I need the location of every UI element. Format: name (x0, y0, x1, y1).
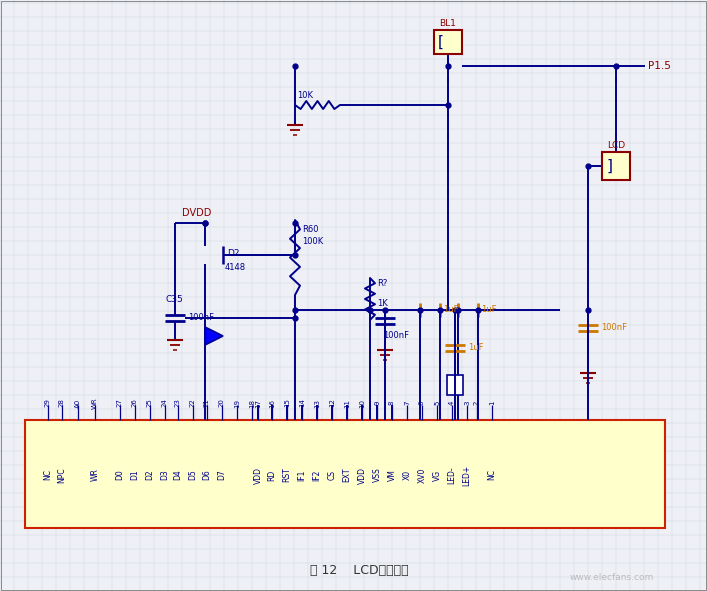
Text: LED-: LED- (448, 466, 457, 484)
Text: 16: 16 (269, 398, 275, 408)
Text: 23: 23 (175, 398, 181, 407)
Text: NC: NC (44, 469, 52, 480)
Text: 100nF: 100nF (383, 330, 409, 339)
Text: 12: 12 (329, 398, 335, 407)
Text: 10K: 10K (297, 92, 313, 100)
Text: LCD: LCD (607, 141, 625, 151)
Text: 17: 17 (255, 398, 261, 408)
Text: 13: 13 (314, 398, 320, 408)
Text: 28: 28 (59, 398, 65, 407)
Text: 1uF: 1uF (481, 306, 496, 314)
Text: 29: 29 (45, 398, 51, 407)
Text: D1: D1 (131, 470, 139, 480)
Text: 10: 10 (359, 398, 365, 408)
Text: 18: 18 (249, 398, 255, 408)
Text: 100K: 100K (302, 238, 323, 246)
Text: D4: D4 (173, 470, 182, 480)
Text: [: [ (438, 34, 444, 50)
Bar (447, 375, 463, 395)
Text: XV0: XV0 (418, 467, 426, 483)
Text: 4148: 4148 (225, 262, 246, 271)
Text: 2: 2 (474, 401, 480, 405)
Text: CS: CS (327, 470, 337, 480)
Text: LED+: LED+ (462, 465, 472, 486)
Text: WR: WR (92, 397, 98, 409)
Text: 100nF: 100nF (601, 323, 627, 333)
Text: X0: X0 (402, 470, 411, 480)
Text: 1uF: 1uF (443, 306, 459, 314)
Text: 6: 6 (419, 401, 425, 405)
Text: R60: R60 (302, 226, 318, 235)
Text: D0: D0 (115, 470, 124, 480)
Text: 9: 9 (374, 401, 380, 405)
Text: IF1: IF1 (298, 469, 307, 480)
Text: D7: D7 (218, 470, 226, 480)
Text: RD: RD (267, 469, 276, 480)
Text: D6: D6 (202, 470, 211, 480)
Text: 27: 27 (117, 398, 123, 407)
Text: 21: 21 (204, 398, 210, 407)
Text: www.elecfans.com: www.elecfans.com (570, 573, 654, 583)
Text: VDD: VDD (358, 466, 366, 483)
Polygon shape (205, 327, 223, 345)
Text: D3: D3 (160, 470, 170, 480)
Text: D2: D2 (227, 248, 240, 258)
Text: 3: 3 (464, 401, 470, 405)
Text: 14: 14 (299, 398, 305, 407)
Text: 26: 26 (132, 398, 138, 407)
Text: P1.5: P1.5 (648, 61, 671, 71)
Text: R?: R? (377, 278, 387, 287)
Text: VDD: VDD (254, 466, 262, 483)
Text: WR: WR (90, 469, 100, 482)
Text: VM: VM (387, 469, 397, 481)
Text: 11: 11 (344, 398, 350, 408)
Bar (434, 30, 462, 54)
Text: EXT: EXT (342, 467, 351, 482)
Text: 4: 4 (449, 401, 455, 405)
Text: 25: 25 (147, 398, 153, 407)
Text: IF2: IF2 (312, 469, 322, 480)
Text: 15: 15 (284, 398, 290, 407)
Text: 图 12    LCD接口电路: 图 12 LCD接口电路 (310, 563, 409, 576)
Text: 22: 22 (190, 398, 196, 407)
Text: 19: 19 (234, 398, 240, 408)
Text: ]: ] (607, 158, 613, 174)
Text: VSS: VSS (373, 467, 382, 482)
Text: 5: 5 (434, 401, 440, 405)
Text: 100nF: 100nF (188, 313, 214, 323)
Text: RST: RST (283, 467, 291, 482)
Text: VG: VG (433, 469, 441, 480)
Text: D2: D2 (146, 470, 155, 480)
Text: NC: NC (488, 469, 496, 480)
Text: 20: 20 (219, 398, 225, 407)
Text: 1: 1 (489, 401, 495, 405)
Text: 1uF: 1uF (468, 343, 484, 352)
Text: D5: D5 (189, 470, 197, 480)
Text: BL1: BL1 (440, 20, 457, 28)
Text: 8: 8 (389, 401, 395, 405)
Text: 24: 24 (162, 398, 168, 407)
Text: A0: A0 (75, 398, 81, 408)
Bar (602, 152, 630, 180)
Text: C35: C35 (165, 296, 182, 304)
Text: DVDD: DVDD (182, 208, 211, 218)
Bar (25, 420, 665, 528)
Text: NPC: NPC (57, 467, 66, 483)
Text: 1K: 1K (377, 298, 387, 307)
Text: 7: 7 (404, 401, 410, 405)
